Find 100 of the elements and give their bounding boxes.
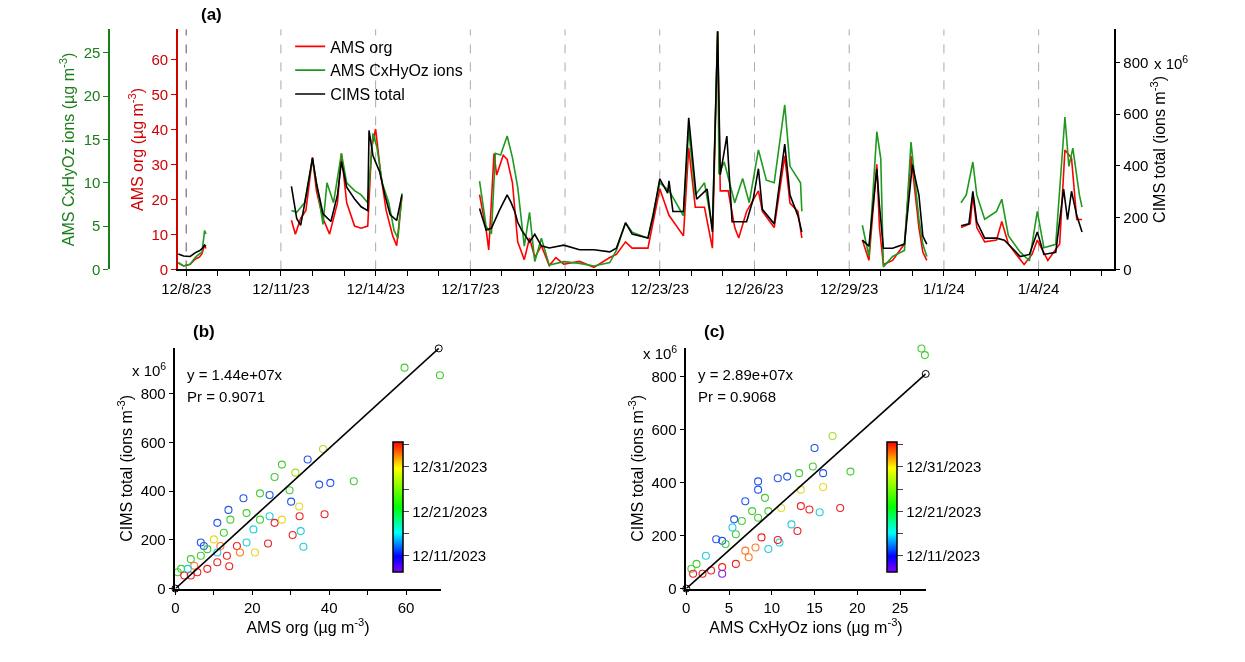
point (741, 497, 750, 506)
text: x 10$^{6}$ (1154, 53, 1189, 73)
point (692, 559, 701, 568)
point (808, 462, 817, 471)
y-tick-label: 800 (140, 384, 166, 402)
point (435, 371, 444, 380)
point (196, 551, 205, 560)
point (787, 520, 796, 529)
point (741, 546, 750, 555)
x-tick-label: 10 (763, 599, 781, 617)
point (326, 478, 335, 487)
y-tick-label: 400 (651, 473, 677, 491)
point (265, 512, 274, 521)
point (698, 569, 707, 578)
point (213, 548, 222, 557)
point (270, 518, 279, 527)
point (242, 538, 251, 547)
point (718, 536, 727, 545)
point (687, 564, 696, 573)
x-tick-label: 12/14/23 (346, 280, 405, 298)
point (186, 571, 195, 580)
point (250, 548, 260, 557)
point (434, 344, 443, 353)
point (805, 505, 814, 514)
point (180, 571, 189, 580)
y2-tick-label: 600 (1123, 105, 1149, 123)
x-tick-label: 60 (397, 599, 415, 617)
point (917, 344, 926, 353)
x-tick-label: 0 (171, 599, 180, 617)
x-axis-title: AMS org (µg m$^{-3}$) (246, 616, 370, 637)
point (299, 542, 308, 551)
point (828, 431, 837, 441)
point (239, 494, 248, 503)
point (920, 351, 929, 360)
x-tick-label: 12/26/23 (725, 280, 784, 298)
y-tick-label: 200 (140, 531, 166, 549)
point (199, 541, 208, 551)
x-tick-label: 25 (891, 599, 909, 617)
text: x 10$^{6}$ (132, 360, 167, 380)
legend-label: CIMS total (330, 86, 405, 104)
point (303, 455, 312, 464)
x-tick-label: 1/1/24 (923, 280, 965, 298)
point (764, 545, 773, 554)
point (701, 551, 710, 560)
y-tick-label: 0 (159, 260, 169, 278)
point (718, 563, 727, 572)
point (196, 538, 205, 547)
point (296, 527, 305, 536)
chart-title: (b) (193, 322, 215, 341)
y2-tick-label: 400 (1123, 157, 1149, 175)
point (277, 515, 286, 524)
x-tick-label: 40 (320, 599, 338, 617)
y3-tick-label: 5 (92, 217, 101, 235)
point (349, 477, 358, 486)
point (209, 535, 218, 544)
point (731, 530, 740, 539)
point (754, 513, 763, 522)
y-tick-label: 0 (157, 579, 166, 597)
point (320, 510, 329, 519)
point (287, 497, 296, 506)
point (783, 472, 792, 481)
x-tick-label: 20 (243, 599, 261, 617)
point (760, 493, 769, 502)
y-tick-label: 30 (151, 155, 169, 173)
annotation: Pr = 0.9071 (187, 388, 265, 405)
color-bar-label: 12/21/2023 (906, 502, 982, 520)
y-tick-label: 400 (140, 482, 166, 500)
point (295, 512, 304, 521)
point (265, 491, 274, 500)
point (277, 460, 286, 469)
point (216, 541, 225, 551)
color-bar-label: 12/31/2023 (412, 457, 488, 475)
x-tick-label: 12/17/23 (441, 280, 500, 298)
x-tick-label: 1/4/24 (1017, 280, 1060, 298)
y-tick-label: 600 (651, 420, 677, 438)
point (815, 508, 824, 517)
point (712, 535, 721, 544)
point (737, 516, 746, 525)
point (225, 562, 234, 571)
point (291, 468, 300, 477)
point (836, 503, 845, 512)
y2-tick-label: 200 (1123, 208, 1149, 226)
point (203, 545, 212, 554)
point (718, 569, 727, 578)
point (707, 566, 716, 575)
point (721, 539, 730, 549)
point (730, 515, 739, 524)
point (689, 569, 698, 578)
point (773, 474, 782, 483)
y-tick-label: 40 (151, 120, 169, 138)
point (183, 564, 192, 573)
color-bar-label: 12/31/2023 (906, 457, 982, 475)
x-tick-label: 12/20/23 (535, 280, 595, 298)
point (177, 564, 186, 573)
point (213, 558, 222, 567)
point (249, 525, 258, 534)
x-axis-title: AMS CxHyOz ions (µg m$^{-3}$) (709, 616, 903, 637)
point (400, 363, 409, 372)
point (226, 515, 235, 524)
y-tick-label: 200 (651, 526, 677, 544)
